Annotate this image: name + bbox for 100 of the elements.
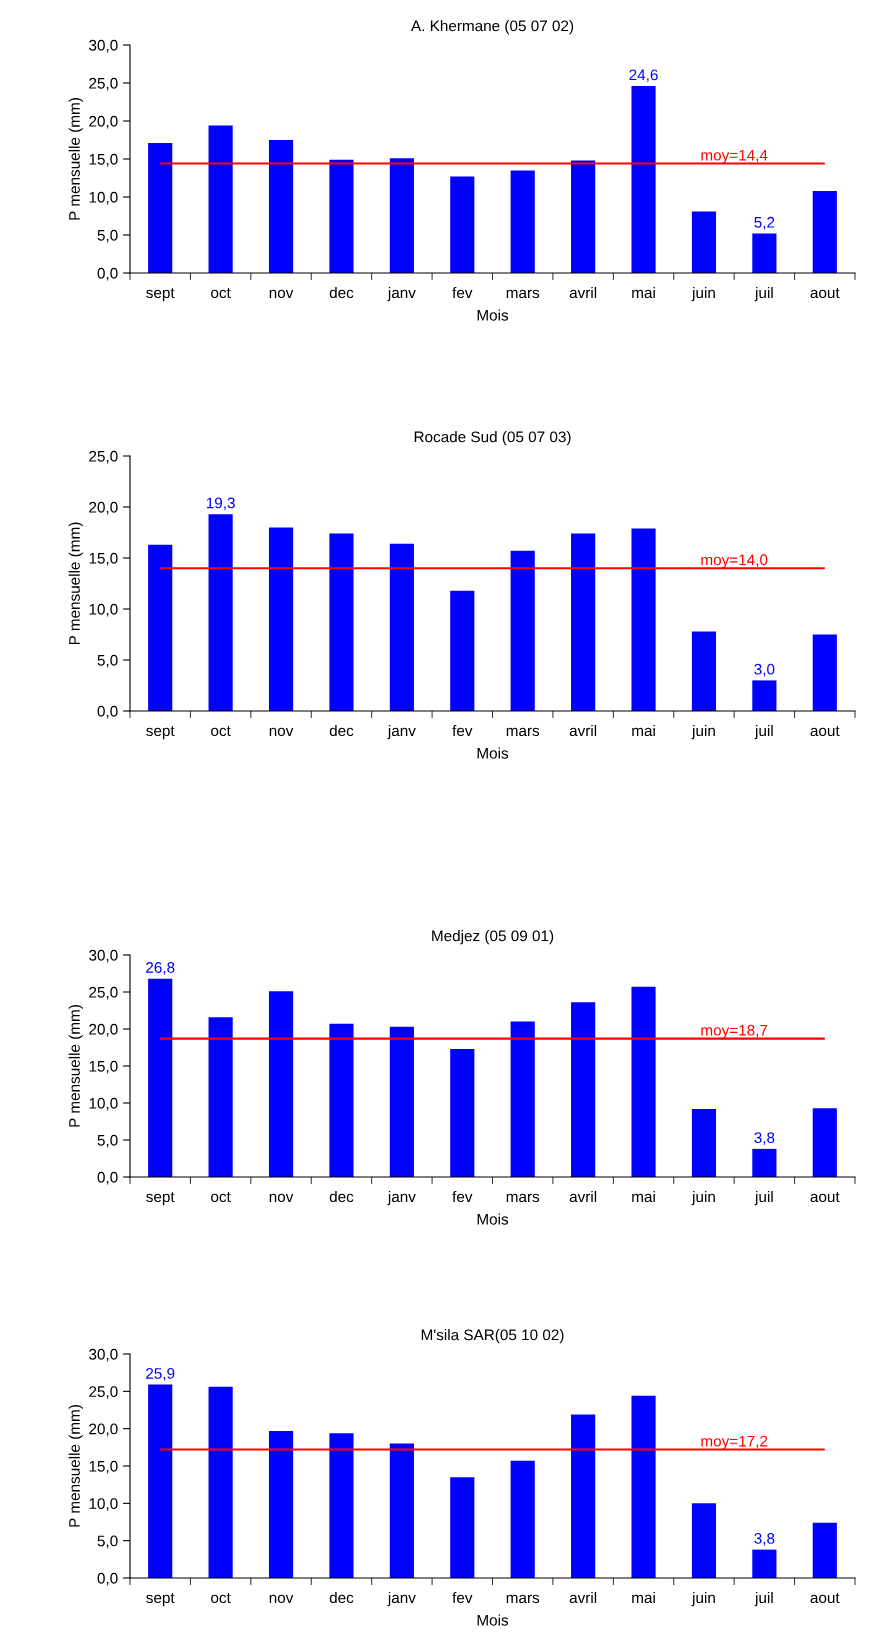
bar	[691, 1108, 717, 1177]
x-tick-label: janv	[387, 286, 416, 302]
bar	[752, 1148, 777, 1177]
bar	[450, 1048, 475, 1177]
x-tick-label: dec	[329, 1190, 354, 1203]
x-tick-label: mai	[632, 1591, 655, 1604]
y-axis-title: P mensuelle (mm)	[68, 522, 83, 645]
x-tick-label: janv	[387, 724, 416, 740]
x-tick-label: mars	[506, 727, 540, 737]
chart-title: Rocade Sud (05 07 03)	[414, 431, 571, 446]
chart-title: M'sila SAR(05 10 02)	[421, 1329, 564, 1344]
data-label: 3,8	[754, 1533, 775, 1546]
bar	[389, 543, 414, 711]
y-tick-label: 30,0	[89, 949, 118, 963]
bar	[389, 1443, 414, 1578]
y-tick-label: 25,0	[89, 986, 118, 1000]
x-axis-title: Mois	[477, 1213, 509, 1225]
x-tick-label: juin	[691, 1591, 715, 1607]
x-tick-label: fev	[452, 1591, 473, 1604]
bar	[208, 514, 233, 711]
bar	[148, 1384, 173, 1578]
x-tick-label: oct	[211, 1593, 231, 1604]
x-tick-label: aout	[810, 726, 840, 737]
ref-line-label: moy=14,4	[701, 149, 768, 164]
x-tick-label: juin	[691, 1190, 715, 1206]
y-tick-label: 0,0	[97, 267, 118, 281]
x-tick-label: mars	[506, 289, 540, 299]
bar	[389, 158, 414, 273]
x-tick-label: dec	[329, 286, 354, 299]
bar	[329, 1023, 354, 1177]
y-tick-label: 15,0	[89, 1060, 118, 1074]
bar	[268, 140, 294, 273]
x-tick-label: avril	[569, 1190, 597, 1203]
y-axis-title: P mensuelle (mm)	[68, 1005, 83, 1127]
x-tick-label: mai	[632, 724, 655, 737]
bar	[329, 533, 354, 711]
x-tick-label: juil	[754, 1591, 773, 1607]
bar	[510, 1021, 535, 1177]
data-label: 25,9	[146, 1368, 175, 1381]
y-tick-label: 30,0	[89, 39, 118, 53]
y-tick-label: 10,0	[89, 1097, 118, 1111]
y-tick-label: 15,0	[89, 153, 118, 167]
x-tick-label: oct	[211, 726, 231, 737]
y-tick-label: 20,0	[89, 1423, 118, 1437]
x-tick-label: sept	[146, 288, 175, 302]
bar	[510, 1460, 535, 1578]
bar	[268, 527, 294, 711]
x-tick-label: oct	[211, 1192, 231, 1203]
y-tick-label: 5,0	[97, 229, 118, 243]
y-tick-label: 20,0	[89, 1023, 118, 1037]
bar	[752, 680, 777, 711]
bar	[450, 590, 475, 711]
bar	[389, 1026, 414, 1177]
ref-line-label: moy=17,2	[701, 1435, 768, 1450]
x-tick-label: nov	[269, 289, 294, 299]
data-label: 3,8	[754, 1132, 775, 1145]
y-tick-label: 25,0	[89, 77, 118, 91]
bar	[691, 631, 717, 711]
x-axis-title: Mois	[477, 1614, 509, 1626]
bar	[571, 160, 596, 273]
bar	[691, 1503, 717, 1578]
bar	[812, 634, 837, 711]
ref-line-label: moy=18,7	[701, 1024, 768, 1039]
chart-title: A. Khermane (05 07 02)	[411, 20, 574, 35]
bar	[268, 1430, 294, 1578]
x-tick-label: sept	[146, 1593, 175, 1607]
x-tick-label: juil	[754, 1190, 773, 1206]
bar	[571, 1414, 596, 1578]
bar	[691, 211, 717, 273]
x-tick-label: juil	[754, 724, 773, 740]
x-tick-label: fev	[452, 1190, 473, 1203]
y-tick-label: 10,0	[89, 1498, 118, 1511]
bar	[752, 233, 777, 273]
bar	[208, 1386, 233, 1578]
y-axis-title: P mensuelle (mm)	[68, 1405, 83, 1527]
x-tick-label: juin	[691, 724, 715, 740]
bar	[631, 1395, 656, 1578]
y-tick-label: 15,0	[89, 1460, 118, 1474]
x-tick-label: aout	[810, 1192, 840, 1203]
x-tick-label: fev	[452, 286, 473, 299]
y-tick-label: 20,0	[89, 115, 118, 129]
y-tick-label: 30,0	[89, 1348, 118, 1362]
bar	[208, 1017, 233, 1177]
x-tick-label: avril	[569, 1591, 597, 1604]
data-label: 26,8	[146, 962, 175, 975]
bar	[752, 1549, 777, 1578]
data-label: 24,6	[629, 69, 658, 83]
y-tick-label: 10,0	[89, 603, 118, 617]
bar	[631, 986, 656, 1177]
bar	[148, 143, 173, 273]
bar	[268, 991, 294, 1177]
bar	[329, 159, 354, 273]
y-tick-label: 25,0	[89, 1386, 118, 1399]
bar	[631, 528, 656, 711]
x-tick-label: juil	[754, 286, 773, 302]
bar	[812, 1522, 837, 1578]
data-label: 5,2	[754, 216, 775, 230]
y-tick-label: 25,0	[89, 450, 118, 464]
x-tick-label: juin	[691, 286, 715, 302]
y-tick-label: 5,0	[97, 654, 118, 668]
